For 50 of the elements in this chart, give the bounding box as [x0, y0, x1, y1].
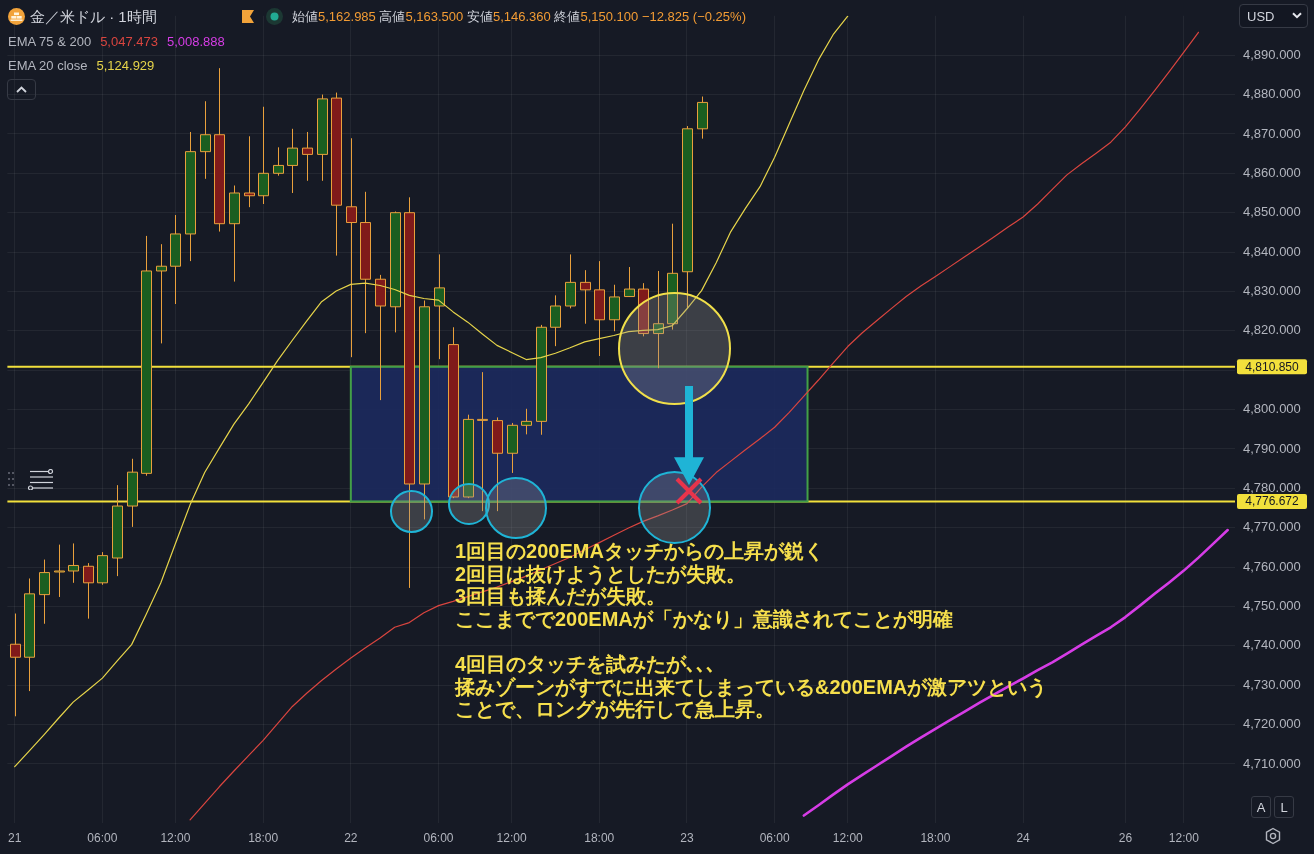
x-tick-label: 06:00	[423, 830, 454, 845]
y-tick-label: 4,740.000	[1243, 637, 1301, 653]
y-tick-label: 4,760.000	[1243, 558, 1301, 574]
x-tick-label: 12:00	[1168, 830, 1200, 845]
y-tick-label: 4,850.000	[1243, 204, 1301, 220]
y-tick-label: 4,720.000	[1243, 716, 1301, 732]
x-tick-label: 23	[680, 830, 694, 845]
y-tick-label: 4,790.000	[1243, 440, 1301, 456]
annotation: ことで、ロングが先行して急上昇。	[455, 698, 775, 721]
y-tick-label: 4,710.000	[1243, 755, 1301, 771]
y-tick-label: 4,830.000	[1243, 283, 1301, 299]
text: 始値5,162.985 高値5,163.500 安値5,146.360 終値5,150.100 −12.825 (−0.25%)	[292, 9, 746, 24]
y-tick-label: 4,750.000	[1243, 598, 1301, 614]
y-tick-label: 4,890.000	[1243, 46, 1301, 62]
x-tick-label: 24	[1016, 830, 1031, 845]
square-button: L	[1274, 796, 1294, 818]
annotation: 5,047.473	[100, 34, 158, 49]
chart-title: 金／米ドル · 1時間	[30, 8, 157, 25]
annotation: 5,124.929	[96, 58, 155, 73]
y-tick-label: 4,820.000	[1243, 322, 1301, 338]
y-tick-label: 4,870.000	[1243, 125, 1301, 141]
x-tick-label: 12:00	[160, 830, 191, 845]
square-button: A	[1251, 796, 1271, 818]
currency-dropdown: USD	[1239, 4, 1308, 28]
y-tick-label: 4,770.000	[1243, 519, 1301, 535]
x-tick-label: 12:00	[496, 830, 527, 845]
y-tick-label: 4,800.000	[1243, 401, 1301, 417]
y-tick-label: 4,840.000	[1243, 243, 1301, 259]
x-tick-label: 06:00	[87, 830, 118, 845]
x-tick-label: 22	[344, 830, 358, 845]
x-tick-label: 06:00	[759, 830, 790, 845]
y-tick-label: 4,780.000	[1243, 479, 1301, 495]
x-tick-label: 18:00	[920, 830, 951, 845]
annotation: 5,008.888	[166, 34, 225, 49]
y-tick-label: 4,860.000	[1243, 164, 1301, 180]
annotation: EMA 20 close	[8, 58, 88, 73]
y-tick-label: 4,730.000	[1243, 676, 1301, 692]
x-tick-label: 21	[8, 830, 22, 845]
annotation: EMA 75 & 200	[8, 34, 92, 49]
candlestick	[346, 137, 357, 358]
x-tick-label: 26	[1118, 830, 1133, 845]
ref-line-label: 4,776.672	[1245, 494, 1300, 509]
annotation: 4回目のタッチを試みたが､､､	[455, 653, 717, 675]
x-tick-label: 18:00	[584, 830, 615, 845]
x-tick-label: 12:00	[832, 830, 864, 845]
x-tick-label: 18:00	[248, 830, 279, 845]
annotation: 揉みゾーンがすでに出来てしまっている&200EMAが激アツという	[455, 675, 1048, 698]
ref-line-label: 4,810.850	[1245, 359, 1300, 374]
annotation: ここまでで200EMAが「かなり」意識されてことが明確	[455, 607, 953, 630]
y-tick-label: 4,880.000	[1243, 86, 1301, 102]
